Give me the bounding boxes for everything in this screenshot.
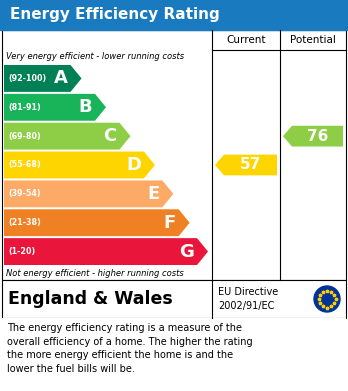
Bar [2, 318, 346, 391]
Polygon shape [4, 65, 81, 92]
Bar [2, 30, 346, 280]
Bar [0, 0, 348, 30]
Text: D: D [126, 156, 141, 174]
Polygon shape [4, 180, 173, 207]
Text: (1-20): (1-20) [8, 247, 35, 256]
Polygon shape [4, 238, 208, 265]
Text: The energy efficiency rating is a measure of the
overall efficiency of a home. T: The energy efficiency rating is a measur… [7, 323, 253, 374]
Text: E: E [147, 185, 159, 203]
Text: (21-38): (21-38) [8, 218, 41, 227]
Polygon shape [4, 94, 106, 121]
Text: (39-54): (39-54) [8, 189, 41, 198]
Polygon shape [4, 152, 155, 178]
Text: B: B [78, 98, 92, 116]
Text: G: G [179, 242, 194, 260]
Text: C: C [103, 127, 117, 145]
Text: F: F [164, 214, 176, 232]
Text: (92-100): (92-100) [8, 74, 46, 83]
Text: Energy Efficiency Rating: Energy Efficiency Rating [10, 7, 220, 23]
Text: Potential: Potential [290, 35, 336, 45]
Text: Very energy efficient - lower running costs: Very energy efficient - lower running co… [6, 52, 184, 61]
Polygon shape [215, 154, 277, 176]
Text: (55-68): (55-68) [8, 160, 41, 170]
Text: 76: 76 [307, 129, 328, 143]
Polygon shape [283, 126, 343, 147]
Text: 57: 57 [240, 158, 261, 172]
Text: (81-91): (81-91) [8, 103, 41, 112]
Text: England & Wales: England & Wales [8, 290, 173, 308]
Text: A: A [54, 70, 68, 88]
Circle shape [314, 286, 340, 312]
Text: Not energy efficient - higher running costs: Not energy efficient - higher running co… [6, 269, 184, 278]
Polygon shape [4, 209, 190, 236]
Text: (69-80): (69-80) [8, 132, 41, 141]
Text: Current: Current [226, 35, 266, 45]
Text: EU Directive
2002/91/EC: EU Directive 2002/91/EC [218, 287, 278, 311]
Polygon shape [4, 123, 130, 150]
Bar [2, 280, 346, 318]
